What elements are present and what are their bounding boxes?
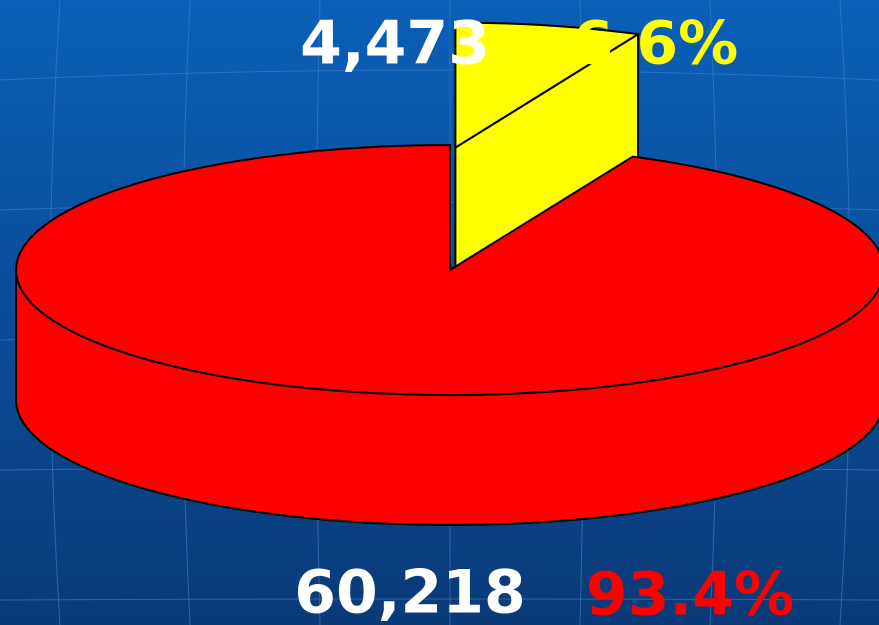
percent-label: 93.4% (586, 560, 794, 625)
value-label: 60,218 (294, 558, 526, 625)
pie-slice (15, 143, 879, 396)
value-label: 4,473 (300, 9, 490, 79)
percent-label: 6.6% (572, 9, 738, 79)
pie-slice (454, 21, 641, 150)
